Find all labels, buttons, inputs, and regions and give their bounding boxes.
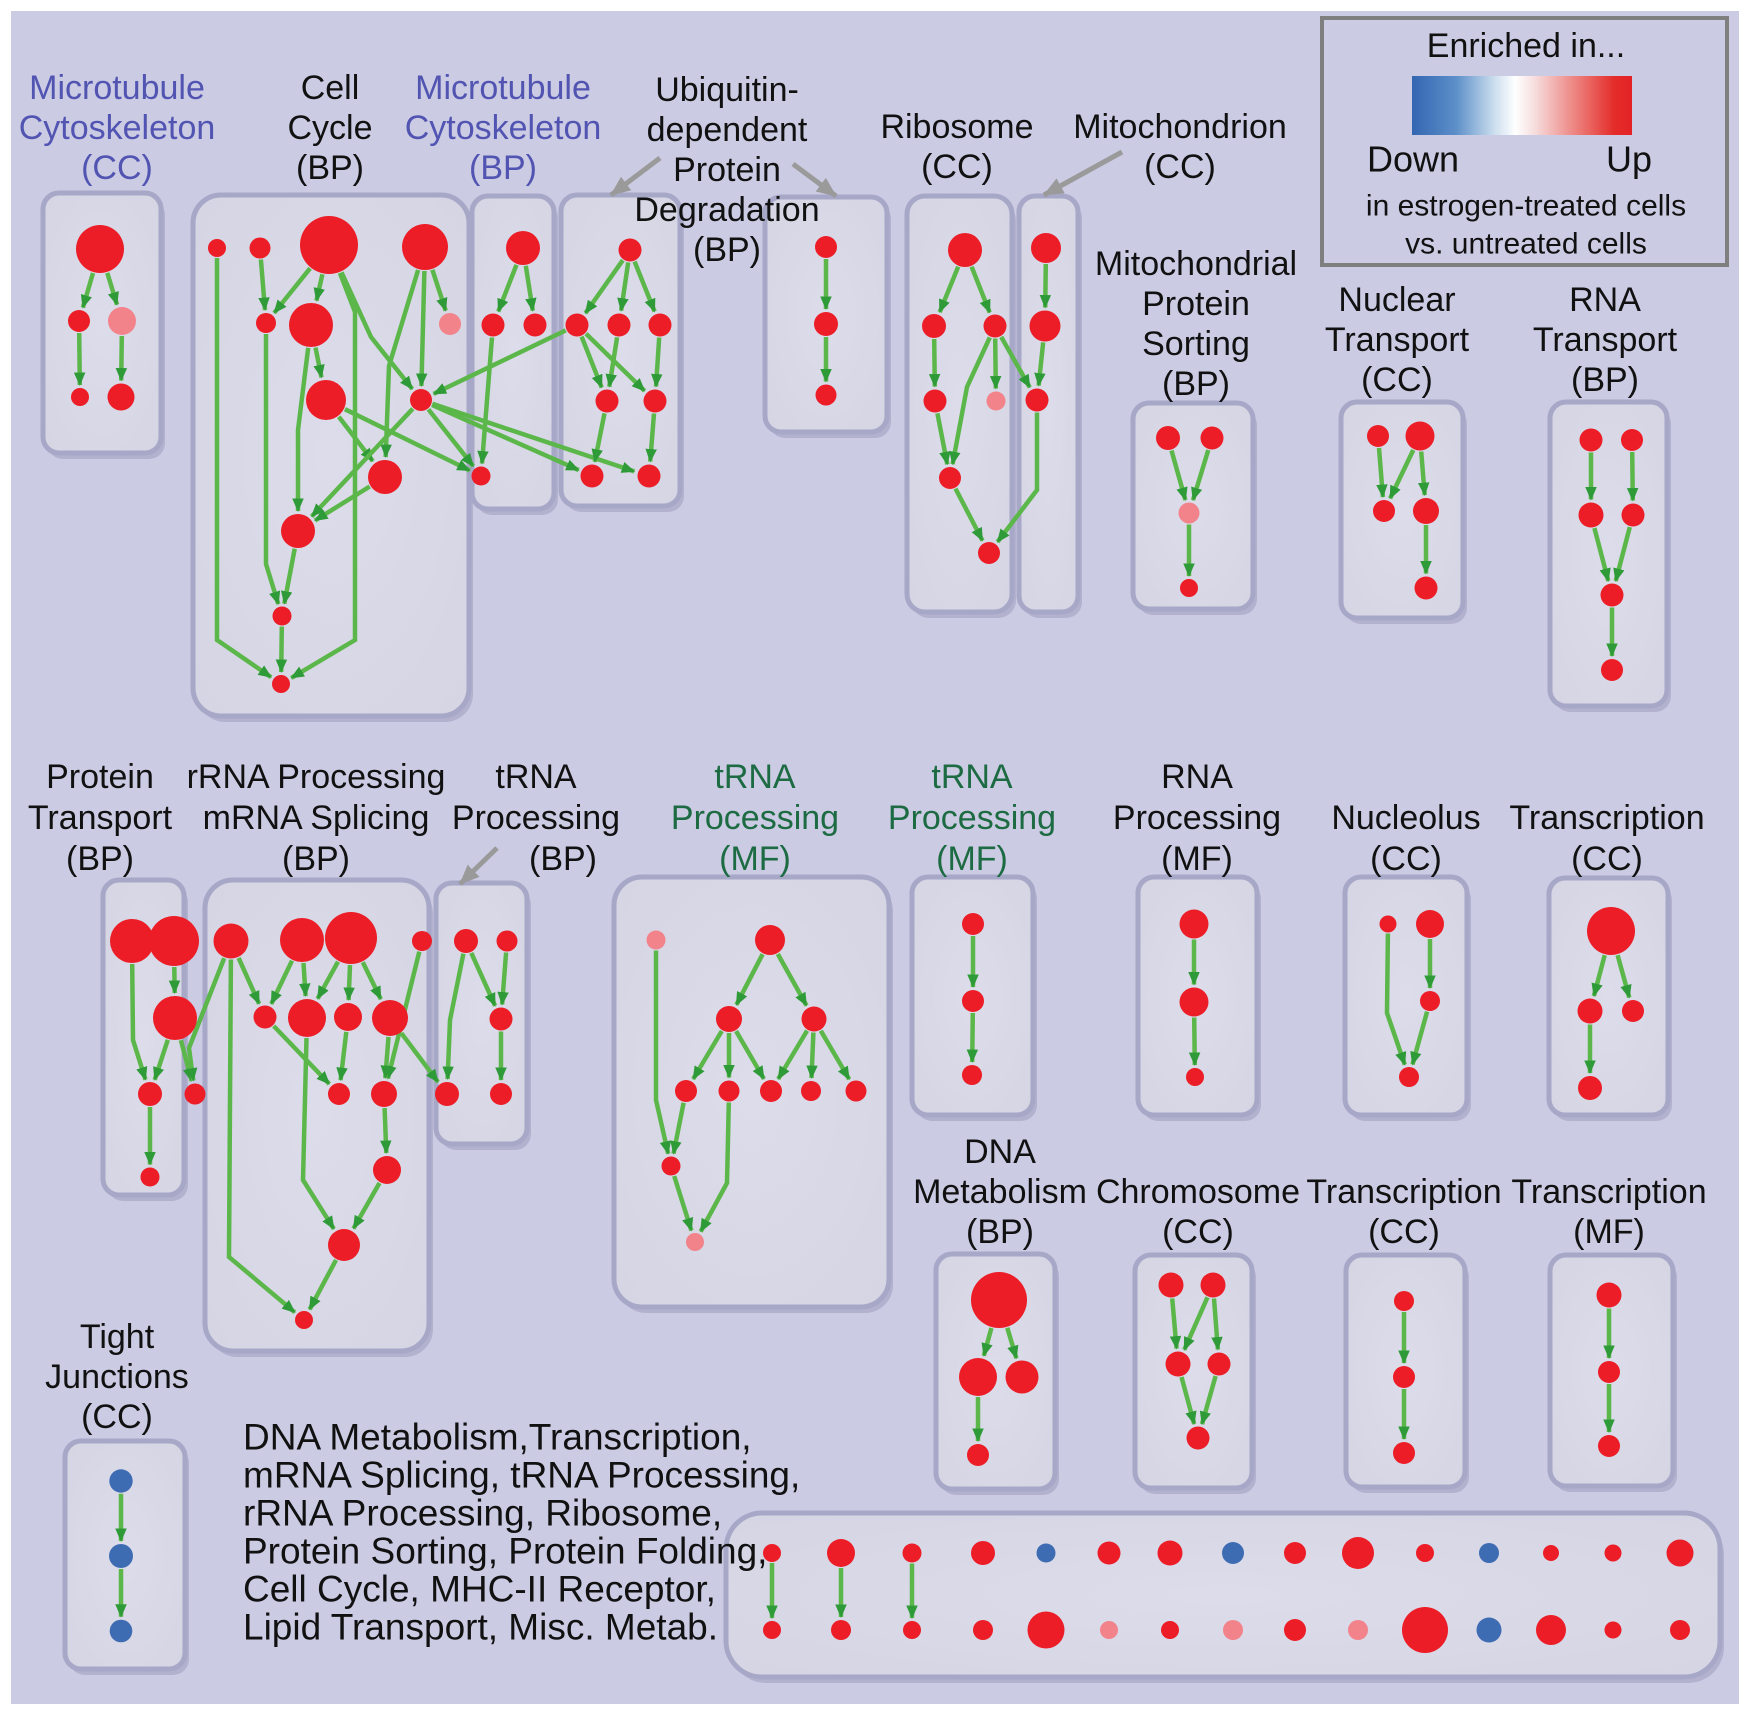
svg-text:Junctions: Junctions bbox=[45, 1358, 189, 1396]
svg-text:Lipid Transport, Misc. Metab.: Lipid Transport, Misc. Metab. bbox=[243, 1607, 718, 1648]
svg-text:Mitochondrion: Mitochondrion bbox=[1073, 108, 1287, 146]
svg-text:(BP): (BP) bbox=[469, 149, 537, 187]
svg-text:vs. untreated cells: vs. untreated cells bbox=[1405, 228, 1647, 261]
svg-text:Nuclear: Nuclear bbox=[1338, 281, 1455, 319]
svg-text:dependent: dependent bbox=[647, 111, 808, 149]
svg-text:Transcription: Transcription bbox=[1511, 1173, 1706, 1211]
svg-text:(CC): (CC) bbox=[1361, 361, 1433, 399]
svg-text:Cell: Cell bbox=[301, 69, 360, 107]
svg-text:Protein: Protein bbox=[1142, 285, 1250, 323]
svg-text:Ribosome: Ribosome bbox=[880, 108, 1033, 146]
svg-text:(BP): (BP) bbox=[1571, 361, 1639, 399]
svg-text:Metabolism: Metabolism bbox=[913, 1173, 1087, 1211]
svg-text:rRNA Processing, Ribosome,: rRNA Processing, Ribosome, bbox=[243, 1493, 722, 1534]
svg-text:Down: Down bbox=[1367, 139, 1459, 180]
svg-text:Protein: Protein bbox=[673, 151, 781, 189]
svg-text:tRNA: tRNA bbox=[931, 758, 1013, 796]
svg-text:(CC): (CC) bbox=[1571, 840, 1643, 878]
svg-text:DNA Metabolism,Transcription,: DNA Metabolism,Transcription, bbox=[243, 1417, 752, 1458]
svg-text:mRNA Splicing, tRNA Processing: mRNA Splicing, tRNA Processing, bbox=[243, 1455, 800, 1496]
svg-text:tRNA: tRNA bbox=[495, 758, 577, 796]
svg-text:Transcription: Transcription bbox=[1306, 1173, 1501, 1211]
svg-text:(BP): (BP) bbox=[966, 1213, 1034, 1251]
svg-text:(MF): (MF) bbox=[1573, 1213, 1645, 1251]
svg-text:Processing: Processing bbox=[452, 799, 620, 837]
svg-text:Cycle: Cycle bbox=[287, 109, 372, 147]
svg-text:Transport: Transport bbox=[1533, 321, 1678, 359]
svg-text:Processing: Processing bbox=[671, 799, 839, 837]
svg-text:(MF): (MF) bbox=[1161, 840, 1233, 878]
svg-text:(MF): (MF) bbox=[936, 840, 1008, 878]
svg-text:(BP): (BP) bbox=[1162, 365, 1230, 403]
svg-text:Cytoskeleton: Cytoskeleton bbox=[405, 109, 602, 147]
svg-text:Ubiquitin-: Ubiquitin- bbox=[655, 71, 799, 109]
svg-text:tRNA: tRNA bbox=[714, 758, 796, 796]
svg-text:(BP): (BP) bbox=[296, 149, 364, 187]
svg-text:(CC): (CC) bbox=[81, 1398, 153, 1436]
svg-text:Tight: Tight bbox=[80, 1318, 155, 1356]
svg-text:(BP): (BP) bbox=[693, 231, 761, 269]
svg-text:Chromosome: Chromosome bbox=[1096, 1173, 1300, 1211]
svg-text:Enriched in...: Enriched in... bbox=[1427, 27, 1625, 65]
svg-text:Processing: Processing bbox=[888, 799, 1056, 837]
svg-text:RNA: RNA bbox=[1161, 758, 1233, 796]
svg-text:Transcription: Transcription bbox=[1509, 799, 1704, 837]
svg-text:(MF): (MF) bbox=[719, 840, 791, 878]
svg-text:Microtubule: Microtubule bbox=[415, 69, 591, 107]
svg-text:(CC): (CC) bbox=[81, 149, 153, 187]
svg-text:(BP): (BP) bbox=[282, 840, 350, 878]
svg-text:Degradation: Degradation bbox=[634, 191, 819, 229]
svg-text:mRNA Splicing: mRNA Splicing bbox=[203, 799, 430, 837]
svg-text:Sorting: Sorting bbox=[1142, 325, 1250, 363]
svg-text:Processing: Processing bbox=[1113, 799, 1281, 837]
svg-text:Protein: Protein bbox=[46, 758, 154, 796]
svg-text:Transport: Transport bbox=[1325, 321, 1470, 359]
svg-text:(CC): (CC) bbox=[1368, 1213, 1440, 1251]
svg-text:(CC): (CC) bbox=[1162, 1213, 1234, 1251]
svg-text:(CC): (CC) bbox=[921, 148, 993, 186]
svg-text:in estrogen-treated cells: in estrogen-treated cells bbox=[1366, 190, 1686, 223]
svg-text:Protein Sorting, Protein Foldi: Protein Sorting, Protein Folding, bbox=[243, 1531, 767, 1572]
svg-text:(BP): (BP) bbox=[66, 840, 134, 878]
svg-text:Nucleolus: Nucleolus bbox=[1331, 799, 1480, 837]
svg-text:Microtubule: Microtubule bbox=[29, 69, 205, 107]
svg-text:Cell Cycle, MHC-II Receptor,: Cell Cycle, MHC-II Receptor, bbox=[243, 1569, 716, 1610]
svg-text:RNA: RNA bbox=[1569, 281, 1641, 319]
svg-text:(CC): (CC) bbox=[1370, 840, 1442, 878]
svg-text:(BP): (BP) bbox=[529, 840, 597, 878]
svg-text:rRNA Processing: rRNA Processing bbox=[187, 758, 446, 796]
svg-text:Transport: Transport bbox=[28, 799, 173, 837]
svg-text:DNA: DNA bbox=[964, 1133, 1036, 1171]
svg-text:Cytoskeleton: Cytoskeleton bbox=[19, 109, 216, 147]
svg-text:Up: Up bbox=[1606, 139, 1652, 180]
svg-text:Mitochondrial: Mitochondrial bbox=[1095, 245, 1297, 283]
svg-text:(CC): (CC) bbox=[1144, 148, 1216, 186]
